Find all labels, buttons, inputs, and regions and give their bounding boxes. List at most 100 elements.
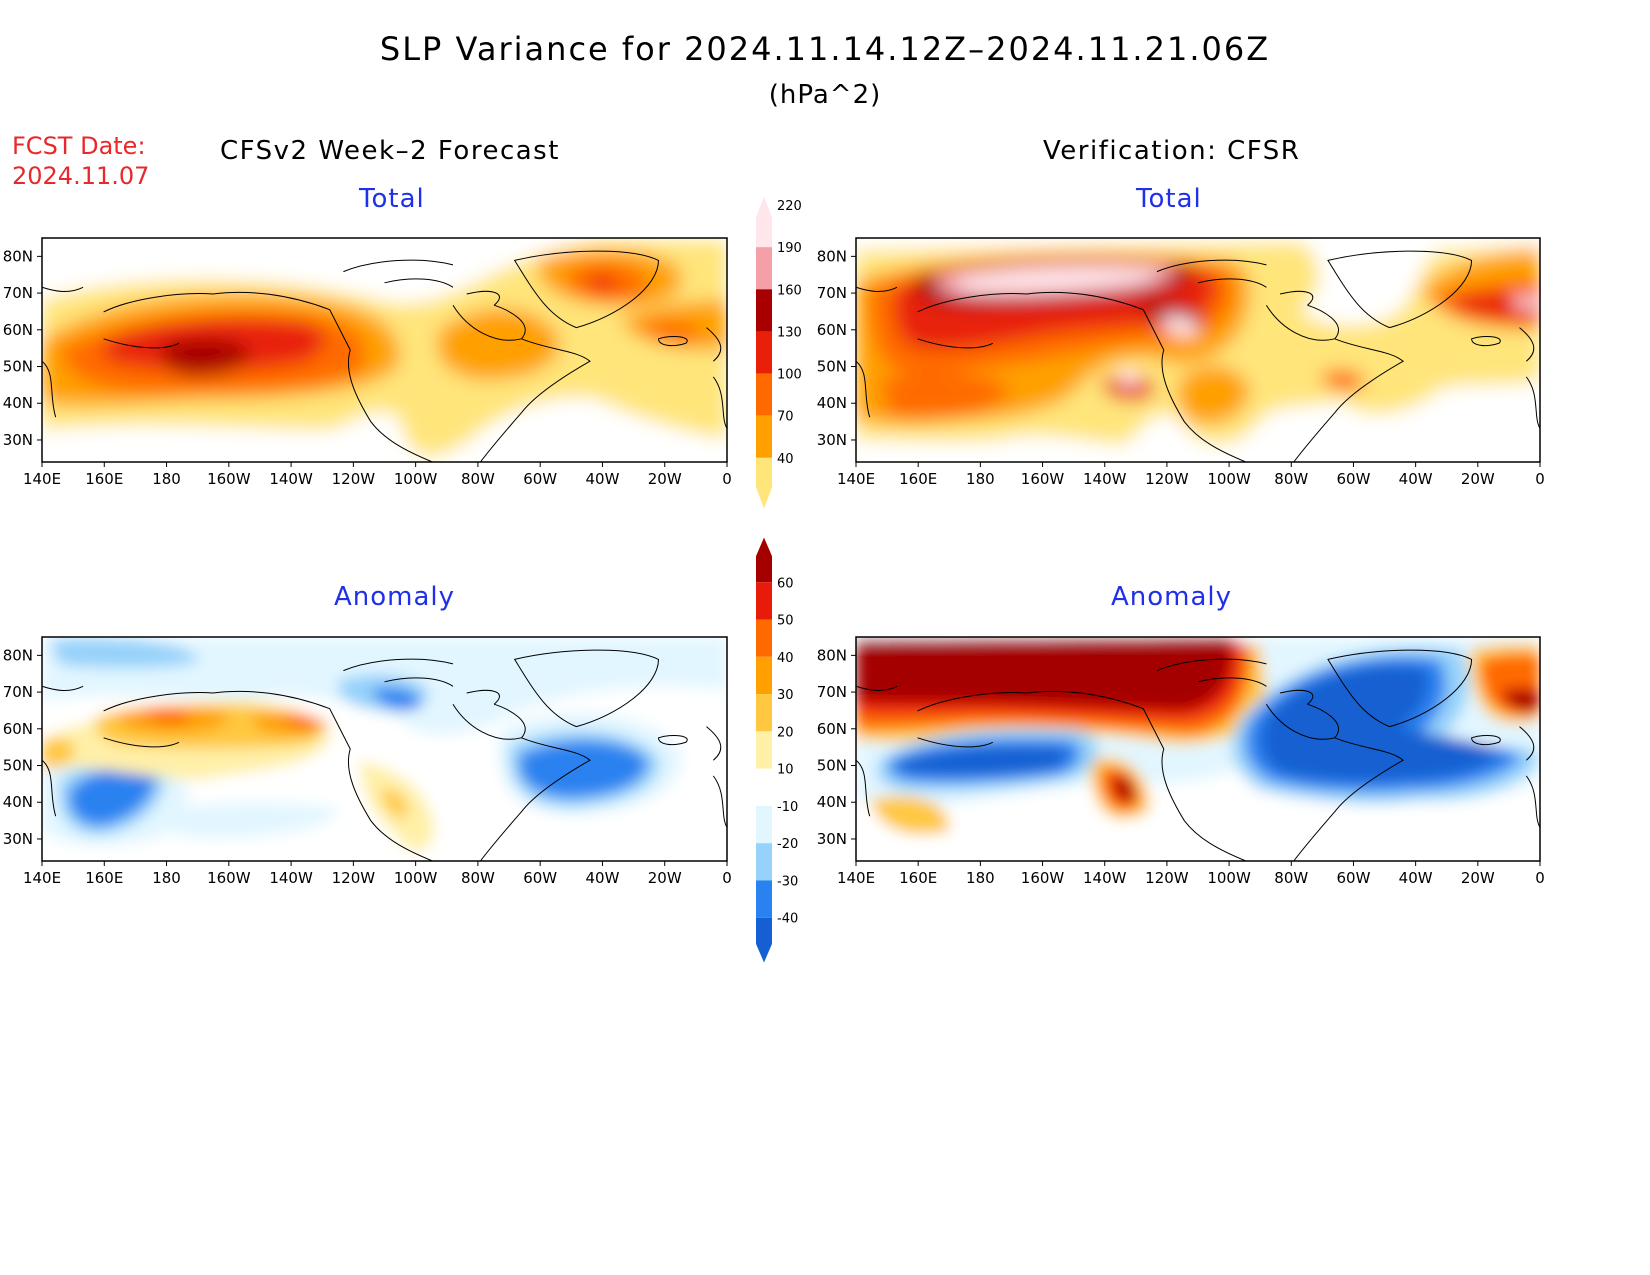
coastline-path	[1328, 251, 1472, 327]
coastline-path	[659, 735, 688, 744]
colorbar-layer: 40 70 100 130 160 190 220 -40 -30 -20 -10 10 20 30 40 5…	[756, 196, 802, 963]
lat-tick-label: 30N	[3, 830, 33, 848]
lon-tick-label: 160E	[85, 470, 123, 488]
colorbar-level-label: 50	[777, 614, 794, 629]
coastline-path	[453, 704, 525, 739]
anomaly-colorbar: -40 -30 -20 -10 10 20 30 40 50 60	[756, 537, 798, 963]
coastline-path	[1519, 727, 1540, 828]
main-title: SLP Variance for 2024.11.14.12Z–2024.11.…	[379, 30, 1271, 68]
lat-tick-label: 70N	[3, 284, 33, 302]
verification-anomaly-frame	[855, 636, 1541, 862]
colorbar-level-label: 100	[777, 368, 802, 383]
forecast-total-frame	[41, 237, 728, 463]
forecast-total-title: Total	[359, 184, 425, 214]
lat-tick-label: 40N	[817, 394, 847, 412]
lat-tick-label: 30N	[817, 431, 847, 449]
colorbar-swatch	[756, 537, 772, 583]
colorbar-swatch	[756, 582, 772, 620]
coastline-path	[1294, 339, 1403, 462]
lon-tick-label: 100W	[394, 869, 438, 887]
lon-tick-label: 180	[152, 869, 181, 887]
lat-tick-label: 40N	[3, 394, 33, 412]
lon-tick-label: 160E	[85, 869, 123, 887]
lat-tick-label: 70N	[817, 284, 847, 302]
lon-tick-label: 140W	[1083, 470, 1127, 488]
colorbar-swatch	[756, 694, 772, 732]
coastline-path	[918, 339, 993, 348]
lat-tick-label: 50N	[817, 757, 847, 775]
coastline-path	[515, 251, 659, 327]
coastline-group	[856, 251, 1540, 462]
lon-tick-label: 140E	[23, 869, 61, 887]
lat-tick-label: 30N	[817, 830, 847, 848]
colorbar-swatch	[756, 768, 772, 806]
lat-tick-label: 80N	[817, 247, 847, 265]
coastline-path	[1266, 704, 1338, 739]
fcst-date-value: 2024.11.07	[12, 162, 150, 190]
coastline-path	[480, 339, 590, 462]
colorbar-level-label: 40	[777, 452, 794, 467]
coastline-path	[348, 749, 432, 861]
fcst-date-label: FCST Date:	[12, 132, 146, 160]
verification-anomaly-title: Anomaly	[1111, 582, 1233, 612]
lon-tick-label: 120W	[1145, 869, 1189, 887]
coastline-path	[1472, 336, 1501, 345]
colorbar-level-label: -30	[777, 874, 798, 889]
lon-tick-label: 140E	[837, 869, 875, 887]
colorbar-swatch	[756, 731, 772, 769]
colorbar-swatch	[756, 457, 772, 509]
coastline-path	[918, 292, 1164, 350]
colorbar-swatch	[756, 373, 772, 416]
coastline-path	[480, 738, 590, 861]
lon-tick-label: 120W	[332, 470, 376, 488]
lon-tick-label: 60W	[1336, 470, 1370, 488]
lat-tick-label: 50N	[3, 358, 33, 376]
lon-tick-label: 140W	[269, 869, 313, 887]
lat-tick-label: 80N	[3, 646, 33, 664]
colorbar-level-label: -10	[777, 800, 798, 815]
coastline-path	[104, 339, 179, 348]
lon-tick-label: 0	[1535, 470, 1545, 488]
lon-tick-label: 160E	[899, 869, 937, 887]
coastline-path	[453, 305, 525, 340]
colorbar-level-label: 20	[777, 725, 794, 740]
verification-total-frame	[855, 237, 1541, 463]
lon-tick-label: 140W	[269, 470, 313, 488]
lat-tick-label: 60N	[817, 321, 847, 339]
lon-tick-label: 20W	[1461, 869, 1495, 887]
colorbar-swatch	[756, 196, 772, 248]
colorbar-swatch	[756, 331, 772, 374]
colorbar-swatch	[756, 656, 772, 695]
coastline-path	[343, 260, 499, 305]
coastline-path	[1266, 305, 1338, 340]
colorbar-level-label: 40	[777, 651, 794, 666]
coastline-path	[42, 686, 83, 816]
colorbar-level-label: 10	[777, 763, 794, 778]
colorbar-swatch	[756, 917, 772, 963]
colorbar-swatch	[756, 247, 772, 290]
coastline-path	[918, 691, 1164, 749]
forecast-anomaly-title: Anomaly	[334, 582, 456, 612]
colorbar-swatch	[756, 415, 772, 458]
verification-anomaly-map	[855, 636, 1541, 862]
lon-tick-label: 40W	[1399, 869, 1433, 887]
lon-tick-label: 180	[966, 869, 995, 887]
lon-tick-label: 0	[722, 470, 732, 488]
coastline-path	[706, 727, 727, 828]
colorbar-level-label: -40	[777, 912, 798, 927]
lon-tick-label: 40W	[585, 470, 619, 488]
coastline-path	[1157, 659, 1313, 704]
lat-tick-label: 60N	[3, 720, 33, 738]
colorbar-swatch	[756, 843, 772, 881]
lat-tick-label: 60N	[817, 720, 847, 738]
colorbar-level-label: 190	[777, 241, 802, 256]
coastline-path	[1519, 328, 1540, 429]
coastline-path	[348, 350, 432, 462]
coastline-path	[343, 659, 499, 704]
coastline-path	[856, 287, 897, 417]
lat-tick-label: 40N	[817, 793, 847, 811]
lon-tick-label: 20W	[1461, 470, 1495, 488]
coastline-path	[856, 686, 897, 816]
coastline-path	[1294, 738, 1403, 861]
